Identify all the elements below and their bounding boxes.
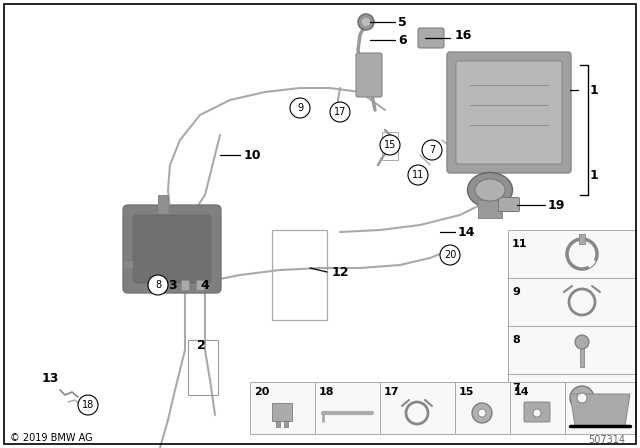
Text: 18: 18 (319, 387, 335, 397)
Bar (508, 326, 636, 374)
Text: 3: 3 (168, 279, 177, 292)
Text: 4: 4 (200, 279, 209, 292)
Polygon shape (570, 394, 630, 426)
Text: 12: 12 (332, 266, 349, 279)
Text: 11: 11 (412, 170, 424, 180)
Text: 5: 5 (398, 16, 407, 29)
Text: 17: 17 (334, 107, 346, 117)
Bar (196, 280, 204, 290)
FancyBboxPatch shape (447, 52, 571, 173)
Text: 9: 9 (297, 103, 303, 113)
Bar (508, 230, 636, 278)
Bar (455, 382, 510, 434)
Text: 8: 8 (512, 335, 520, 345)
Text: 2: 2 (197, 339, 205, 352)
Circle shape (361, 17, 371, 27)
Circle shape (422, 140, 442, 160)
FancyBboxPatch shape (418, 28, 444, 48)
Circle shape (151, 278, 165, 292)
Text: 1: 1 (590, 168, 599, 181)
Text: 1: 1 (590, 83, 599, 96)
Circle shape (330, 102, 350, 122)
Bar (250, 382, 315, 434)
Bar (380, 382, 455, 434)
Bar (284, 421, 288, 427)
FancyBboxPatch shape (524, 402, 550, 422)
Text: 7: 7 (429, 145, 435, 155)
Text: 14: 14 (514, 387, 530, 397)
Circle shape (148, 275, 168, 295)
Text: 9: 9 (512, 287, 520, 297)
Text: 19: 19 (548, 198, 565, 211)
Text: 16: 16 (455, 29, 472, 42)
Bar (565, 382, 635, 434)
Text: 15: 15 (384, 140, 396, 150)
FancyBboxPatch shape (123, 205, 221, 293)
Circle shape (380, 135, 400, 155)
Bar (272, 230, 327, 320)
Bar (315, 382, 380, 434)
Bar (123, 260, 133, 268)
FancyBboxPatch shape (356, 53, 382, 97)
Bar (181, 280, 189, 290)
FancyBboxPatch shape (133, 215, 211, 283)
Bar (382, 132, 398, 160)
Bar (478, 200, 502, 218)
Bar (188, 340, 218, 395)
Circle shape (290, 98, 310, 118)
Circle shape (78, 395, 98, 415)
Circle shape (440, 245, 460, 265)
Circle shape (577, 393, 587, 403)
Bar (579, 234, 585, 244)
Text: 10: 10 (244, 148, 262, 161)
Bar (508, 278, 636, 326)
FancyBboxPatch shape (499, 198, 520, 211)
Circle shape (533, 409, 541, 417)
Text: 20: 20 (254, 387, 269, 397)
Text: 507314: 507314 (588, 435, 625, 445)
Ellipse shape (467, 172, 513, 207)
Wedge shape (588, 259, 595, 267)
Circle shape (570, 386, 594, 410)
Text: 17: 17 (384, 387, 399, 397)
Text: © 2019 BMW AG: © 2019 BMW AG (10, 433, 93, 443)
Bar (276, 421, 280, 427)
Ellipse shape (475, 179, 505, 201)
FancyBboxPatch shape (456, 61, 562, 164)
Text: 11: 11 (512, 239, 527, 249)
Text: 6: 6 (398, 34, 406, 47)
Bar (510, 382, 565, 434)
Bar (580, 349, 584, 367)
Text: 18: 18 (82, 400, 94, 410)
Circle shape (408, 165, 428, 185)
Text: 7: 7 (512, 383, 520, 393)
Text: 15: 15 (459, 387, 474, 397)
Text: 14: 14 (458, 225, 476, 238)
Bar (158, 195, 168, 213)
Text: 8: 8 (155, 280, 161, 290)
Circle shape (478, 409, 486, 417)
Circle shape (575, 335, 589, 349)
Bar (272, 403, 292, 421)
Bar (508, 374, 636, 422)
Text: 13: 13 (42, 371, 60, 384)
Circle shape (358, 14, 374, 30)
Text: 20: 20 (444, 250, 456, 260)
Circle shape (472, 403, 492, 423)
